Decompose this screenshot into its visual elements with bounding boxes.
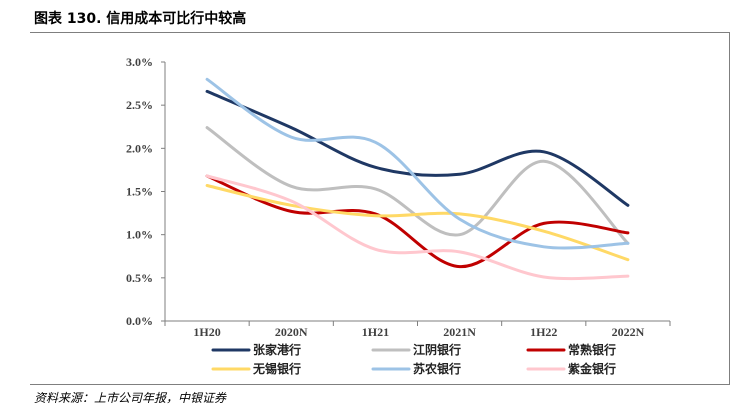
x-tick-label: 1H22: [530, 325, 557, 339]
bottom-rule: [30, 384, 730, 385]
y-tick-label: 1.5%: [126, 185, 153, 199]
legend-label: 苏农银行: [413, 361, 461, 376]
y-tick-label: 3.0%: [126, 55, 153, 69]
legend-label: 紫金银行: [568, 361, 616, 376]
y-tick-label: 0.0%: [126, 314, 153, 328]
legend-label: 无锡银行: [252, 361, 301, 376]
right-rule: [729, 32, 730, 384]
chart-axes: 0.0% 0.5% 1.0% 1.5% 2.0% 2.5% 3.0% 1H20 2020N 1H2…: [126, 55, 671, 339]
y-tick-label: 1.0%: [126, 228, 153, 242]
series-lines: [205, 77, 630, 281]
x-tick-label: 1H20: [193, 325, 220, 339]
y-tick-label: 2.5%: [126, 98, 153, 112]
legend-label: 江阴银行: [413, 342, 461, 357]
legend-label: 常熟银行: [568, 342, 616, 357]
top-rule: [30, 32, 730, 33]
x-tick-label: 1H21: [362, 325, 389, 339]
x-tick-label: 2022N: [612, 325, 645, 339]
source-note: 资料来源：上市公司年报，中银证券: [34, 391, 227, 405]
series-line-1: [205, 89, 630, 207]
series-line-4: [205, 184, 630, 262]
x-tick-label: 2021N: [443, 325, 476, 339]
series-line-5: [205, 77, 630, 250]
series-line-2: [205, 126, 630, 245]
series-line-3: [205, 174, 630, 269]
legend-label: 张家港行: [253, 342, 301, 357]
x-tick-label: 2020N: [275, 325, 308, 339]
y-tick-label: 2.0%: [126, 141, 153, 155]
series-line-6: [205, 174, 630, 281]
chart-title: 图表 130. 信用成本可比行中较高: [34, 11, 247, 27]
y-tick-label: 0.5%: [126, 271, 153, 285]
